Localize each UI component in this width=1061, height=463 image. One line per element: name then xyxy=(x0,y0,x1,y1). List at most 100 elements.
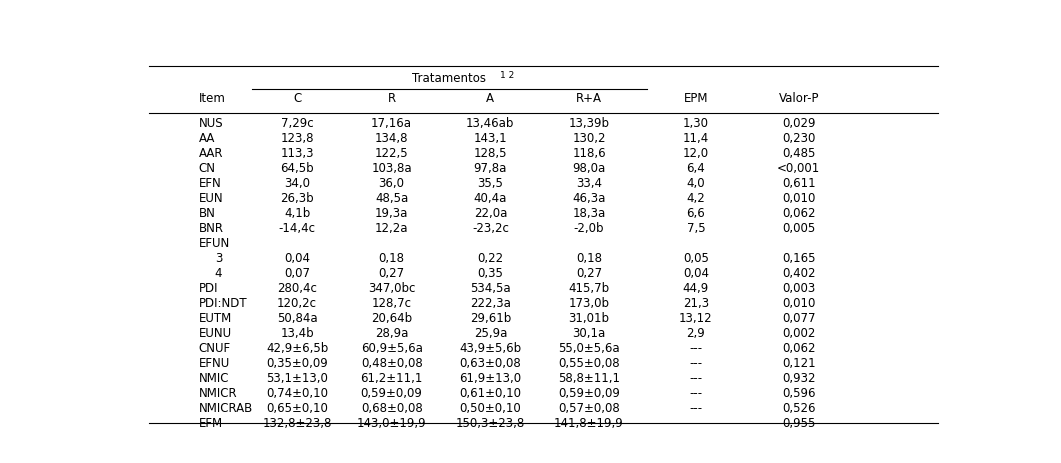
Text: 0,526: 0,526 xyxy=(782,402,816,415)
Text: PDI:NDT: PDI:NDT xyxy=(198,297,247,310)
Text: -23,2c: -23,2c xyxy=(472,222,509,235)
Text: 31,01b: 31,01b xyxy=(569,312,609,325)
Text: 6,6: 6,6 xyxy=(686,207,706,220)
Text: 0,22: 0,22 xyxy=(477,252,503,265)
Text: 1 2: 1 2 xyxy=(500,70,515,80)
Text: 0,04: 0,04 xyxy=(284,252,310,265)
Text: 0,062: 0,062 xyxy=(782,207,816,220)
Text: NMICR: NMICR xyxy=(198,387,237,400)
Text: AAR: AAR xyxy=(198,147,223,160)
Text: BN: BN xyxy=(198,207,215,220)
Text: 123,8: 123,8 xyxy=(280,132,314,145)
Text: EFM: EFM xyxy=(198,417,223,430)
Text: 0,077: 0,077 xyxy=(782,312,816,325)
Text: 13,12: 13,12 xyxy=(679,312,713,325)
Text: 347,0bc: 347,0bc xyxy=(368,282,415,295)
Text: 34,0: 34,0 xyxy=(284,177,310,190)
Text: 19,3a: 19,3a xyxy=(375,207,408,220)
Text: 0,59±0,09: 0,59±0,09 xyxy=(361,387,422,400)
Text: 35,5: 35,5 xyxy=(477,177,503,190)
Text: 120,2c: 120,2c xyxy=(277,297,317,310)
Text: 0,27: 0,27 xyxy=(576,267,602,280)
Text: 53,1±13,0: 53,1±13,0 xyxy=(266,372,328,385)
Text: 43,9±5,6b: 43,9±5,6b xyxy=(459,342,521,355)
Text: Item: Item xyxy=(198,92,225,105)
Text: 0,485: 0,485 xyxy=(782,147,815,160)
Text: 143,1: 143,1 xyxy=(473,132,507,145)
Text: A: A xyxy=(486,92,494,105)
Text: -14,4c: -14,4c xyxy=(279,222,315,235)
Text: 11,4: 11,4 xyxy=(683,132,709,145)
Text: 103,8a: 103,8a xyxy=(371,162,412,175)
Text: 61,2±11,1: 61,2±11,1 xyxy=(361,372,423,385)
Text: 36,0: 36,0 xyxy=(379,177,404,190)
Text: 130,2: 130,2 xyxy=(572,132,606,145)
Text: NUS: NUS xyxy=(198,117,223,130)
Text: 0,74±0,10: 0,74±0,10 xyxy=(266,387,328,400)
Text: 150,3±23,8: 150,3±23,8 xyxy=(455,417,525,430)
Text: 97,8a: 97,8a xyxy=(473,162,507,175)
Text: AA: AA xyxy=(198,132,214,145)
Text: 29,61b: 29,61b xyxy=(470,312,511,325)
Text: CNUF: CNUF xyxy=(198,342,230,355)
Text: NMICRAB: NMICRAB xyxy=(198,402,253,415)
Text: 0,35±0,09: 0,35±0,09 xyxy=(266,357,328,370)
Text: 128,7c: 128,7c xyxy=(371,297,412,310)
Text: 0,029: 0,029 xyxy=(782,117,816,130)
Text: R+A: R+A xyxy=(576,92,602,105)
Text: ---: --- xyxy=(690,342,702,355)
Text: EFUN: EFUN xyxy=(198,237,229,250)
Text: 113,3: 113,3 xyxy=(280,147,314,160)
Text: 2,9: 2,9 xyxy=(686,327,706,340)
Text: 0,57±0,08: 0,57±0,08 xyxy=(558,402,620,415)
Text: 0,611: 0,611 xyxy=(782,177,816,190)
Text: 0,04: 0,04 xyxy=(683,267,709,280)
Text: ---: --- xyxy=(690,357,702,370)
Text: 0,230: 0,230 xyxy=(782,132,815,145)
Text: 0,18: 0,18 xyxy=(379,252,404,265)
Text: 143,0±19,9: 143,0±19,9 xyxy=(356,417,427,430)
Text: 132,8±23,8: 132,8±23,8 xyxy=(262,417,332,430)
Text: 46,3a: 46,3a xyxy=(572,192,606,205)
Text: CN: CN xyxy=(198,162,215,175)
Text: 0,05: 0,05 xyxy=(683,252,709,265)
Text: 122,5: 122,5 xyxy=(375,147,408,160)
Text: R: R xyxy=(387,92,396,105)
Text: 22,0a: 22,0a xyxy=(473,207,507,220)
Text: 0,932: 0,932 xyxy=(782,372,816,385)
Text: 28,9a: 28,9a xyxy=(375,327,408,340)
Text: 280,4c: 280,4c xyxy=(277,282,317,295)
Text: 1,30: 1,30 xyxy=(683,117,709,130)
Text: 60,9±5,6a: 60,9±5,6a xyxy=(361,342,422,355)
Text: ---: --- xyxy=(690,402,702,415)
Text: 0,68±0,08: 0,68±0,08 xyxy=(361,402,422,415)
Text: 13,46ab: 13,46ab xyxy=(466,117,515,130)
Text: 12,2a: 12,2a xyxy=(375,222,408,235)
Text: 17,16a: 17,16a xyxy=(371,117,412,130)
Text: 25,9a: 25,9a xyxy=(473,327,507,340)
Text: 0,18: 0,18 xyxy=(576,252,602,265)
Text: ---: --- xyxy=(690,387,702,400)
Text: 173,0b: 173,0b xyxy=(569,297,609,310)
Text: 0,165: 0,165 xyxy=(782,252,816,265)
Text: ---: --- xyxy=(690,417,702,430)
Text: 0,121: 0,121 xyxy=(782,357,816,370)
Text: NMIC: NMIC xyxy=(198,372,229,385)
Text: 21,3: 21,3 xyxy=(683,297,709,310)
Text: 48,5a: 48,5a xyxy=(375,192,408,205)
Text: 7,5: 7,5 xyxy=(686,222,706,235)
Text: 0,07: 0,07 xyxy=(284,267,310,280)
Text: 0,48±0,08: 0,48±0,08 xyxy=(361,357,422,370)
Text: 64,5b: 64,5b xyxy=(280,162,314,175)
Text: 98,0a: 98,0a xyxy=(572,162,606,175)
Text: 128,5: 128,5 xyxy=(473,147,507,160)
Text: 0,61±0,10: 0,61±0,10 xyxy=(459,387,521,400)
Text: 40,4a: 40,4a xyxy=(473,192,507,205)
Text: EUTM: EUTM xyxy=(198,312,231,325)
Text: 0,062: 0,062 xyxy=(782,342,816,355)
Text: 30,1a: 30,1a xyxy=(572,327,606,340)
Text: 0,955: 0,955 xyxy=(782,417,815,430)
Text: 0,402: 0,402 xyxy=(782,267,816,280)
Text: C: C xyxy=(293,92,301,105)
Text: 61,9±13,0: 61,9±13,0 xyxy=(459,372,521,385)
